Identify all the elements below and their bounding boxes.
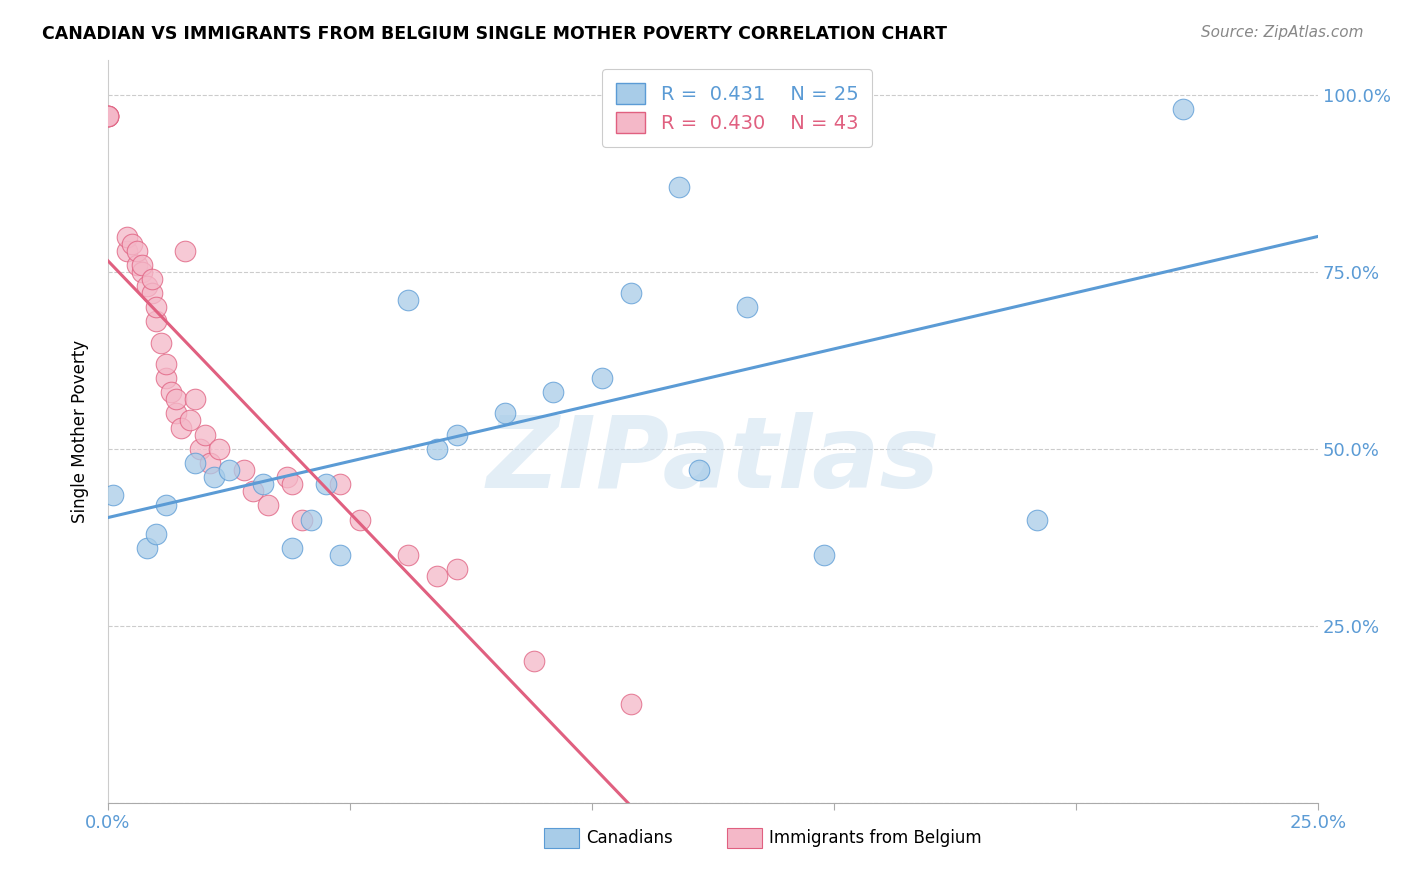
Point bbox=[256, 499, 278, 513]
Point bbox=[174, 244, 197, 258]
Point bbox=[160, 385, 183, 400]
Point bbox=[145, 526, 167, 541]
Point bbox=[117, 244, 139, 258]
Point bbox=[204, 470, 226, 484]
Point bbox=[141, 272, 163, 286]
Point bbox=[426, 442, 449, 456]
Point bbox=[141, 286, 163, 301]
Text: ZIPatlas: ZIPatlas bbox=[486, 412, 939, 509]
Point bbox=[165, 392, 187, 407]
Point bbox=[184, 456, 207, 470]
Point bbox=[101, 488, 124, 502]
Point bbox=[688, 463, 710, 477]
Point bbox=[396, 548, 419, 562]
Point bbox=[1026, 512, 1049, 526]
Point bbox=[135, 279, 157, 293]
Point bbox=[494, 406, 516, 420]
Point bbox=[131, 265, 153, 279]
Point bbox=[291, 512, 314, 526]
Point bbox=[97, 109, 120, 123]
Text: Immigrants from Belgium: Immigrants from Belgium bbox=[769, 830, 981, 847]
Point bbox=[813, 548, 835, 562]
Point bbox=[242, 484, 264, 499]
Point bbox=[97, 109, 120, 123]
Point bbox=[131, 258, 153, 272]
Point bbox=[150, 335, 173, 350]
Legend: R =  0.431    N = 25, R =  0.430    N = 43: R = 0.431 N = 25, R = 0.430 N = 43 bbox=[602, 70, 872, 146]
Point bbox=[218, 463, 240, 477]
Point bbox=[281, 541, 304, 555]
Point bbox=[276, 470, 298, 484]
Point bbox=[117, 229, 139, 244]
Point bbox=[591, 371, 613, 385]
Point bbox=[252, 477, 274, 491]
Point bbox=[188, 442, 211, 456]
Point bbox=[1171, 102, 1194, 116]
Point bbox=[179, 413, 201, 427]
Point bbox=[620, 286, 643, 301]
Point bbox=[194, 427, 217, 442]
Point bbox=[735, 300, 758, 314]
Point bbox=[315, 477, 337, 491]
Point bbox=[543, 385, 565, 400]
Point bbox=[198, 456, 221, 470]
Text: Canadians: Canadians bbox=[586, 830, 673, 847]
Text: Source: ZipAtlas.com: Source: ZipAtlas.com bbox=[1201, 25, 1364, 40]
Point bbox=[208, 442, 231, 456]
Point bbox=[329, 548, 352, 562]
Point bbox=[299, 512, 322, 526]
Point bbox=[97, 109, 120, 123]
Point bbox=[184, 392, 207, 407]
Point bbox=[121, 236, 143, 251]
Point bbox=[446, 562, 468, 576]
Point bbox=[145, 300, 167, 314]
Point bbox=[165, 406, 187, 420]
Point bbox=[396, 293, 419, 308]
Point bbox=[169, 420, 191, 434]
Point bbox=[349, 512, 371, 526]
Point bbox=[232, 463, 254, 477]
Point bbox=[97, 109, 120, 123]
Point bbox=[329, 477, 352, 491]
Point bbox=[446, 427, 468, 442]
Point bbox=[620, 697, 643, 711]
Point bbox=[668, 180, 690, 194]
Point bbox=[281, 477, 304, 491]
Point bbox=[125, 244, 148, 258]
Point bbox=[135, 541, 157, 555]
Text: CANADIAN VS IMMIGRANTS FROM BELGIUM SINGLE MOTHER POVERTY CORRELATION CHART: CANADIAN VS IMMIGRANTS FROM BELGIUM SING… bbox=[42, 25, 948, 43]
Point bbox=[125, 258, 148, 272]
Y-axis label: Single Mother Poverty: Single Mother Poverty bbox=[72, 340, 89, 523]
Point bbox=[426, 569, 449, 583]
Point bbox=[145, 314, 167, 328]
Point bbox=[523, 654, 546, 668]
Point bbox=[155, 499, 177, 513]
Point bbox=[155, 371, 177, 385]
Point bbox=[155, 357, 177, 371]
